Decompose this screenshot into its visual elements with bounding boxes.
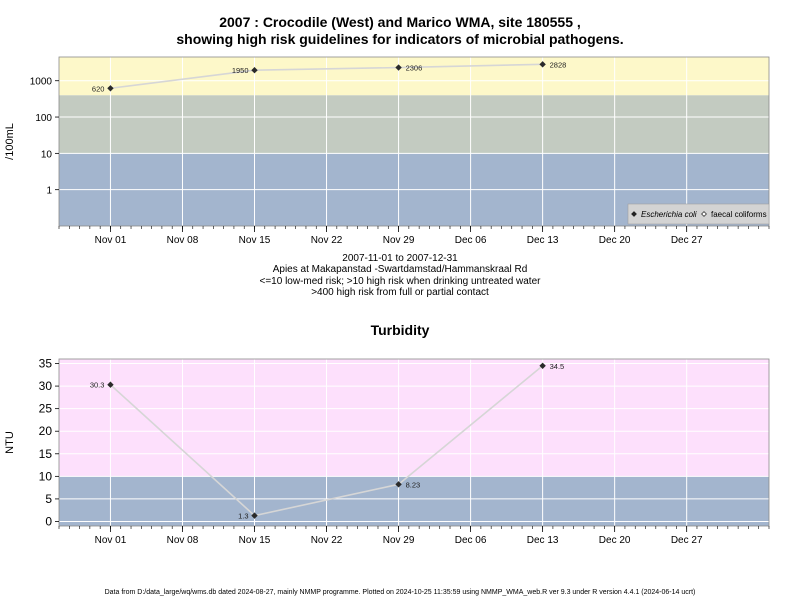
turbidity-ytick-label-0: 0: [45, 514, 52, 528]
ecoli-band-2: [59, 57, 769, 96]
ecoli-ytick-label-1: 10: [41, 149, 53, 160]
turbidity-data-point-0: [107, 381, 114, 388]
chart-title-line1: 2007 : Crocodile (West) and Marico WMA, …: [219, 14, 581, 30]
turbidity-xtick-label-6: Dec 13: [527, 535, 559, 546]
turbidity-ylabel: NTU: [4, 431, 16, 454]
turbidity-ytick-label-2: 10: [39, 469, 53, 483]
turbidity-ytick-label-3: 15: [39, 447, 53, 461]
ecoli-band-1: [59, 95, 769, 154]
turbidity-xtick-label-1: Nov 08: [167, 535, 199, 546]
ecoli-data-point-3: [539, 61, 546, 68]
turbidity-xtick-label-5: Dec 06: [455, 535, 487, 546]
turbidity-band-1: [59, 359, 769, 477]
footer-note: Data from D:/data_large/wq/wms.db dated …: [104, 589, 696, 596]
turbidity-band-0: [59, 476, 769, 526]
ecoli-ylabel: /100mL: [4, 123, 16, 160]
ecoli-xtick-label-5: Dec 06: [455, 235, 487, 246]
ecoli-chart: 1 10 100 1000 Nov 01 Nov 08 Nov 15 Nov 22 Nov 29…: [4, 56, 770, 246]
ecoli-data-point-1: [251, 66, 258, 74]
ecoli-data-label-0: 620: [92, 84, 105, 93]
ecoli-series-line-0: [110, 63, 543, 90]
site-description-text: Apies at Makapanstad -Swartdamstad/Hamma…: [272, 264, 528, 275]
ecoli-data-label-1: 1950: [232, 66, 249, 75]
ecoli-legend-label-0: Escherichia coli: [641, 210, 697, 219]
ecoli-data-label-2: 2306: [406, 64, 423, 73]
turbidity-ytick-label-4: 20: [39, 424, 53, 438]
ecoli-xtick-label-7: Dec 20: [599, 235, 631, 246]
ecoli-data-point-0: [107, 85, 114, 92]
ecoli-xtick-label-1: Nov 08: [167, 235, 199, 246]
turbidity-title: Turbidity: [370, 322, 430, 338]
ecoli-legend-marker-0: [631, 211, 637, 217]
ecoli-plot-frame: [58, 56, 770, 227]
turbidity-ytick-label-5: 25: [39, 402, 53, 416]
turbidity-data-label-2: 8.23: [406, 480, 421, 489]
ecoli-xtick-label-6: Dec 13: [527, 235, 559, 246]
turbidity-ytick-label-6: 30: [39, 379, 53, 393]
date-range-text: 2007-11-01 to 2007-12-31: [342, 253, 458, 264]
turbidity-data-label-3: 34.5: [550, 362, 565, 371]
turbidity-chart: 0 5 10 15 20 25 30 35 Nov 01 Nov 08 Nov 15 Nov 22 No…: [4, 357, 770, 546]
turbidity-xtick-label-7: Dec 20: [599, 535, 631, 546]
risk-guideline-drinking: <=10 low-med risk; >10 high risk when dr…: [259, 276, 541, 287]
ecoli-xtick-label-0: Nov 01: [95, 235, 127, 246]
ecoli-xtick-label-3: Nov 22: [311, 235, 343, 246]
turbidity-data-point-3: [539, 362, 546, 369]
turbidity-ytick-label-7: 35: [39, 357, 53, 371]
ecoli-legend-box: [627, 203, 770, 225]
turbidity-xtick-label-0: Nov 01: [95, 535, 127, 546]
turbidity-xtick-label-2: Nov 15: [239, 535, 271, 546]
turbidity-plot-frame: [58, 358, 770, 527]
ecoli-xtick-label-2: Nov 15: [239, 235, 271, 246]
turbidity-xtick-label-4: Nov 29: [383, 535, 415, 546]
turbidity-series-line-0: [109, 365, 544, 517]
ecoli-xtick-label-8: Dec 27: [671, 235, 703, 246]
turbidity-data-point-2: [395, 481, 402, 488]
ecoli-ytick-label-2: 100: [35, 113, 52, 124]
chart-title-line2: showing high risk guidelines for indicat…: [176, 31, 624, 47]
ecoli-ytick-label-0: 1: [46, 186, 52, 197]
risk-guideline-contact: >400 high risk from full or partial cont…: [311, 287, 489, 298]
ecoli-legend-label-1: faecal coliforms: [711, 210, 767, 219]
ecoli-xtick-label-4: Nov 29: [383, 235, 415, 246]
turbidity-data-label-0: 30.3: [90, 381, 105, 390]
ecoli-data-point-2: [395, 64, 402, 71]
turbidity-xtick-label-8: Dec 27: [671, 535, 703, 546]
ecoli-ytick-label-3: 1000: [30, 77, 53, 88]
turbidity-xtick-label-3: Nov 22: [311, 535, 343, 546]
ecoli-legend-marker-1: [701, 211, 707, 217]
turbidity-ytick-label-1: 5: [45, 492, 52, 506]
turbidity-data-label-1: 1.3: [238, 512, 248, 521]
ecoli-data-label-3: 2828: [550, 60, 567, 69]
